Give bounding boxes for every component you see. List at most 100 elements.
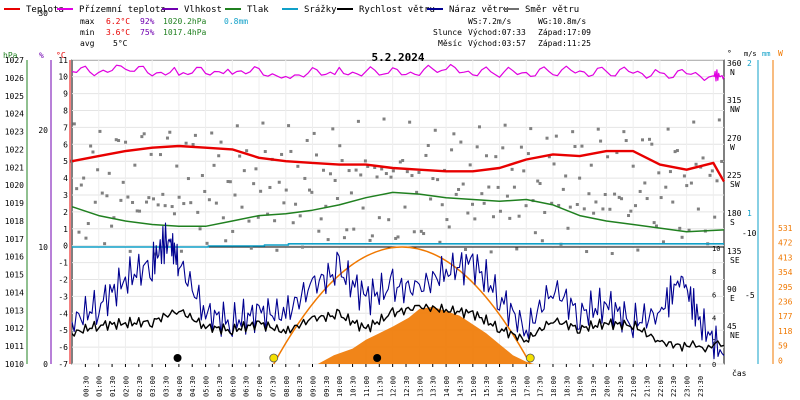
left-axes: hPa% °C1027102610251024102310221021102010… <box>3 9 71 369</box>
chart-title: 5.2.2024 <box>372 51 425 64</box>
axis-unit-mm: mm <box>762 50 770 58</box>
info-moon-rise: Východ:03:57 <box>468 39 526 48</box>
wind-direction-point <box>163 204 167 208</box>
wind-direction-point <box>422 232 426 236</box>
wind-direction-point <box>440 203 444 207</box>
wind-direction-point <box>512 185 516 189</box>
wind-direction-point <box>452 132 456 136</box>
time-label: 17:30 <box>537 376 545 397</box>
wind-direction-point <box>75 187 79 191</box>
wind-direction-point <box>647 137 651 141</box>
wind-direction-point <box>261 121 265 125</box>
wind-direction-point <box>138 209 142 213</box>
wind-direction-point <box>587 192 591 196</box>
tick-w: 531 <box>778 224 793 233</box>
wind-direction-point <box>82 176 86 180</box>
stats-block: max 6.2°C 92% 1020.2hPa 0.8mm min 3.6°C 75% 1017… <box>80 17 591 48</box>
wind-direction-point <box>326 238 330 242</box>
wind-direction-point <box>464 247 468 251</box>
wind-direction-point <box>666 127 670 131</box>
wind-direction-point <box>671 200 675 204</box>
wind-direction-point <box>349 191 353 195</box>
wind-direction-point <box>480 192 484 196</box>
info-wg: WG:10.8m/s <box>538 17 586 26</box>
wind-direction-point <box>124 140 128 144</box>
wind-direction-point <box>331 127 335 131</box>
wind-direction-point <box>568 205 572 209</box>
wind-direction-point <box>207 198 211 202</box>
right-axes: ° m/s mm W360N315NW270W225SW180S135SE90E45N… <box>712 49 793 369</box>
wind-direction-point <box>212 163 216 167</box>
wind-direction-point <box>419 229 423 233</box>
wind-direction-point <box>522 169 526 173</box>
wind-direction-point <box>259 189 263 193</box>
tick-degc: -3 <box>58 292 68 301</box>
wind-direction-point <box>585 250 589 254</box>
tick-degc: 2 <box>63 208 68 217</box>
wind-direction-point <box>457 187 461 191</box>
tick-hpa: 1012 <box>5 324 24 333</box>
stat-label: max <box>80 17 95 26</box>
axis-unit-time: čas <box>732 368 747 378</box>
wind-direction-point <box>645 197 649 201</box>
tick-dir-label: S <box>730 218 735 227</box>
time-label: 12:30 <box>403 376 411 397</box>
wind-direction-point <box>450 148 454 152</box>
time-label: 04:00 <box>176 376 184 397</box>
wind-direction-point <box>168 130 172 134</box>
tick-pct: 10 <box>38 243 48 252</box>
time-label: 13:00 <box>416 376 424 397</box>
wind-direction-point <box>110 224 114 228</box>
wind-direction-point <box>664 185 668 189</box>
series-line-přízemní-teplota <box>71 63 725 82</box>
wind-direction-point <box>375 175 379 179</box>
wind-direction-point <box>429 197 433 201</box>
legend: Teplota Přízemní teplota Vlhkost Tlak Srážky… <box>4 5 579 15</box>
info-moon-label: Měsíc <box>438 39 462 48</box>
time-label: 10:00 <box>336 376 344 397</box>
time-label: 02:30 <box>136 376 144 397</box>
time-label: 12:00 <box>390 376 398 397</box>
time-label: 07:30 <box>269 376 277 397</box>
wind-direction-point <box>573 145 577 149</box>
wind-direction-point <box>335 197 339 201</box>
wind-direction-point <box>359 173 363 177</box>
tick-ms: 1 <box>747 209 752 218</box>
tick-hpa: 1021 <box>5 163 24 172</box>
wind-direction-point <box>373 165 377 169</box>
time-label: 19:30 <box>590 376 598 397</box>
tick-dir-label: SW <box>730 180 740 189</box>
wind-direction-point <box>629 209 633 213</box>
wind-direction-point <box>536 179 540 183</box>
wind-direction-point <box>622 130 626 134</box>
time-label: 20:00 <box>603 376 611 397</box>
tick-degc: 5 <box>63 157 68 166</box>
tick-mm: -5 <box>745 291 755 300</box>
time-label: 16:30 <box>510 376 518 397</box>
wind-direction-point <box>668 170 672 174</box>
axis-unit-ms: m/s <box>744 50 757 58</box>
wind-direction-point <box>524 204 528 208</box>
wind-direction-point <box>498 209 502 213</box>
wind-direction-point <box>471 202 475 206</box>
series-solar-area <box>72 306 724 364</box>
tick-degc: 3 <box>63 191 68 200</box>
wind-direction-point <box>235 124 239 128</box>
wind-direction-point <box>382 117 386 121</box>
wind-direction-point <box>603 193 607 197</box>
wind-direction-point <box>489 250 493 254</box>
tick-degc: -5 <box>58 326 68 335</box>
tick-degc: 6 <box>63 140 68 149</box>
time-label: 05:00 <box>203 376 211 397</box>
wind-direction-point <box>156 203 160 207</box>
wind-direction-point <box>121 180 125 184</box>
wind-direction-point <box>347 169 351 173</box>
wind-direction-point <box>687 228 691 232</box>
wind-direction-point <box>608 207 612 211</box>
tick-hpa: 1017 <box>5 235 24 244</box>
wind-direction-point <box>466 211 470 215</box>
wind-direction-point <box>273 219 277 223</box>
time-label: 21:00 <box>630 376 638 397</box>
wind-direction-point <box>291 221 295 225</box>
